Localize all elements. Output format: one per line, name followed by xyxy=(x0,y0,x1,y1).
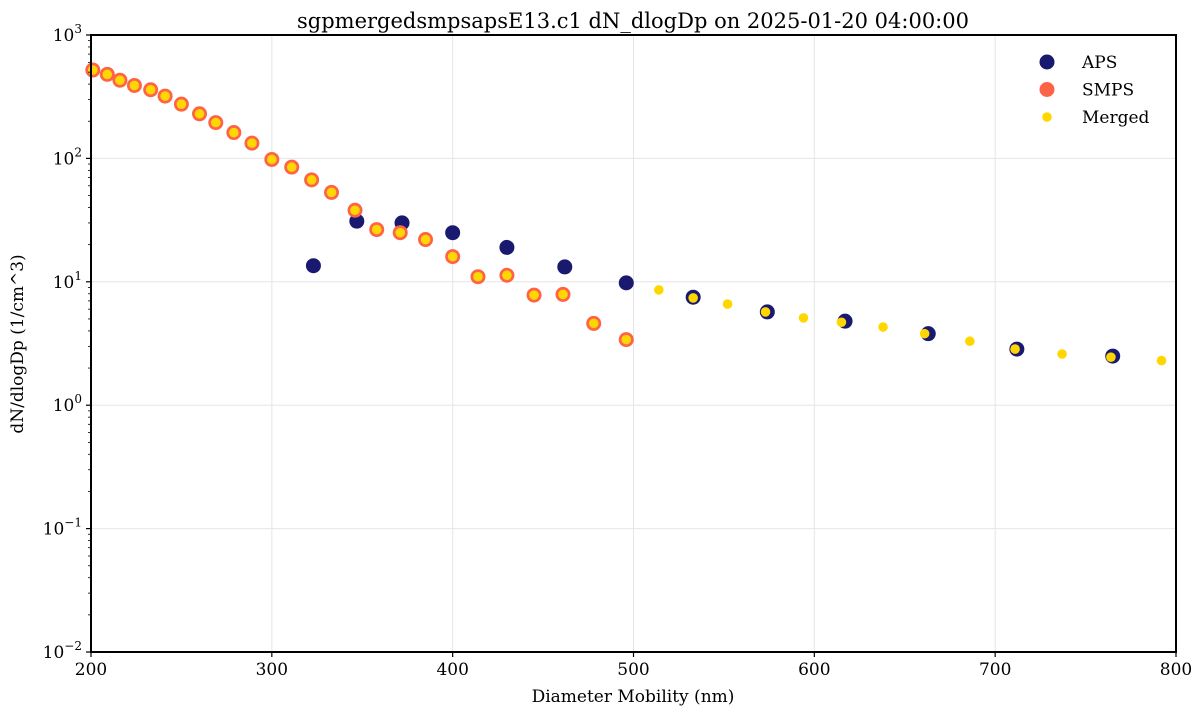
y-tick-exponent: 3 xyxy=(74,22,82,36)
point-merged xyxy=(194,108,205,119)
y-tick-exponent: −1 xyxy=(64,516,82,530)
point-aps xyxy=(305,258,321,274)
x-axis-label: Diameter Mobility (nm) xyxy=(532,687,735,707)
point-merged xyxy=(129,80,140,91)
point-merged xyxy=(529,290,539,300)
series-merged xyxy=(88,65,1167,366)
point-merged xyxy=(688,293,698,303)
point-merged xyxy=(326,187,337,198)
x-tick-label: 300 xyxy=(256,660,288,680)
point-merged xyxy=(88,65,98,75)
x-tick-label: 800 xyxy=(1160,660,1192,680)
legend-marker-smps xyxy=(1039,82,1055,97)
point-merged xyxy=(267,154,277,165)
point-merged xyxy=(447,251,458,262)
data-points xyxy=(85,62,1167,366)
point-aps xyxy=(499,239,515,255)
point-merged xyxy=(350,205,360,216)
point-merged xyxy=(588,318,599,329)
x-tick-label: 500 xyxy=(617,660,649,680)
y-tick-base: 10 xyxy=(43,643,65,663)
point-merged xyxy=(878,322,888,332)
y-tick-label: 10−1 xyxy=(43,516,82,540)
point-merged xyxy=(836,317,847,328)
point-merged xyxy=(965,336,975,347)
point-merged xyxy=(371,224,382,235)
point-aps xyxy=(557,259,573,275)
x-tick-label: 700 xyxy=(979,660,1011,680)
legend-label-aps: APS xyxy=(1081,53,1117,73)
point-merged xyxy=(247,138,257,148)
point-merged xyxy=(160,91,170,101)
point-aps xyxy=(618,275,634,291)
x-tick-label: 600 xyxy=(798,660,830,680)
point-merged xyxy=(1156,355,1167,366)
legend-marker-merged xyxy=(1042,112,1052,122)
point-merged xyxy=(286,162,297,172)
point-merged xyxy=(558,289,568,300)
legend-label-smps: SMPS xyxy=(1082,81,1134,101)
legend-marker-aps xyxy=(1039,54,1055,70)
y-tick-label: 101 xyxy=(53,269,82,293)
point-merged xyxy=(115,75,125,86)
point-aps xyxy=(445,225,461,241)
point-merged xyxy=(102,69,113,80)
point-merged xyxy=(1057,349,1067,359)
y-tick-label: 103 xyxy=(53,22,82,46)
point-merged xyxy=(176,99,187,109)
y-tick-exponent: 0 xyxy=(74,392,82,406)
point-merged xyxy=(502,270,512,281)
point-merged xyxy=(919,328,930,339)
point-merged xyxy=(420,234,431,245)
point-merged xyxy=(210,117,221,128)
y-tick-exponent: 1 xyxy=(74,269,82,283)
y-tick-base: 10 xyxy=(53,149,75,169)
point-merged xyxy=(306,175,317,185)
y-tick-base: 10 xyxy=(53,26,75,46)
y-axis-label: dN/dlogDp (1/cm^3) xyxy=(8,254,28,433)
x-tick-label: 400 xyxy=(436,660,468,680)
y-tick-base: 10 xyxy=(43,520,65,540)
legend-label-merged: Merged xyxy=(1082,108,1150,128)
point-merged xyxy=(621,334,632,345)
point-merged xyxy=(760,307,771,317)
point-merged xyxy=(722,299,733,309)
y-tick-label: 102 xyxy=(53,145,82,169)
point-merged xyxy=(145,84,156,95)
point-merged xyxy=(1010,344,1020,354)
point-merged xyxy=(395,227,406,238)
chart-title: sgpmergedsmpsapsE13.c1 dN_dlogDp on 2025… xyxy=(297,9,969,33)
point-merged xyxy=(798,313,809,323)
point-merged xyxy=(229,127,239,138)
y-tick-exponent: −2 xyxy=(64,639,82,653)
legend: APS SMPS Merged xyxy=(1039,53,1150,128)
y-tick-exponent: 2 xyxy=(74,145,82,159)
point-merged xyxy=(654,285,664,295)
x-tick-label: 200 xyxy=(75,660,107,680)
point-merged xyxy=(1106,352,1116,362)
axis-ticks: 200 300 400 500 600 700 80010−210−110010110210… xyxy=(43,22,1193,680)
y-tick-label: 100 xyxy=(53,392,82,416)
y-tick-base: 10 xyxy=(53,396,75,416)
point-merged xyxy=(473,271,483,282)
y-tick-base: 10 xyxy=(53,273,75,293)
y-tick-label: 10−2 xyxy=(43,639,82,663)
